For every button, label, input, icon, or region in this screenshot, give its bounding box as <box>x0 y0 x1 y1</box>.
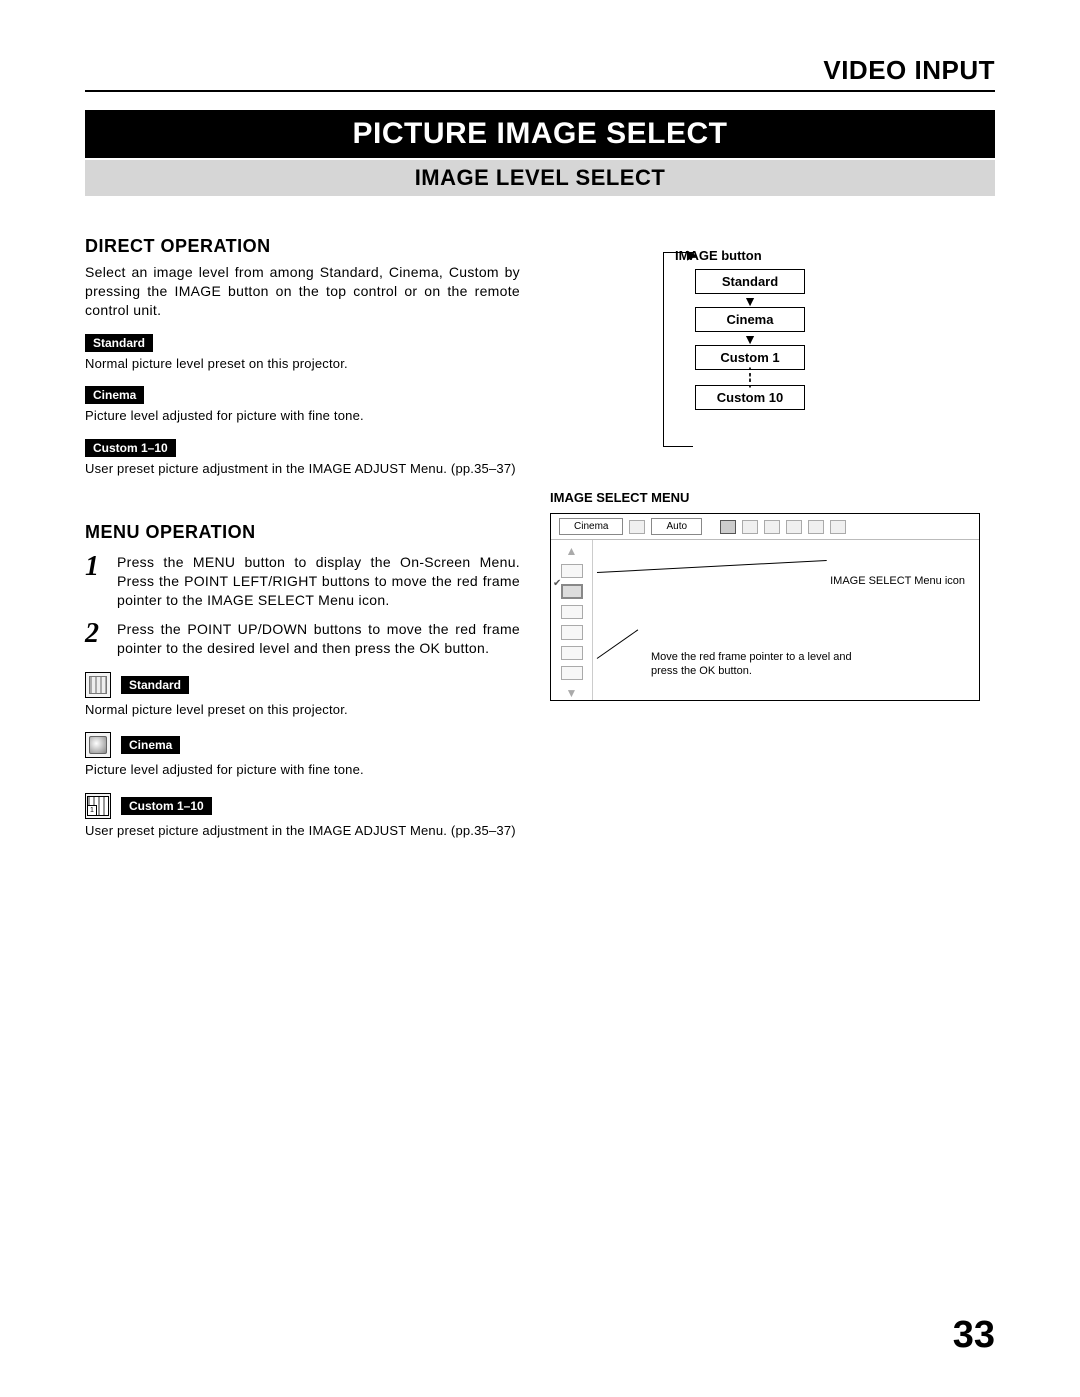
pointer-line <box>597 560 827 573</box>
left-column: DIRECT OPERATION Select an image level f… <box>85 216 520 839</box>
menu-screenshot-block: IMAGE SELECT MENU Cinema Auto ▲ <box>550 490 995 701</box>
flow-box-cinema: Cinema <box>695 307 805 332</box>
topbar-icon <box>629 520 645 534</box>
section-header: VIDEO INPUT <box>85 55 995 86</box>
desc-cinema-2: Picture level adjusted for picture with … <box>85 761 520 779</box>
down-triangle-icon: ▼ <box>566 686 578 700</box>
direct-intro: Select an image level from among Standar… <box>85 263 520 320</box>
menu-sidebar: ▲ ▼ <box>551 540 593 700</box>
content-columns: DIRECT OPERATION Select an image level f… <box>85 216 995 839</box>
sidebar-item <box>561 646 583 660</box>
label-custom-2: Custom 1–10 <box>121 797 212 815</box>
step-1: 1 Press the MENU button to display the O… <box>85 553 520 610</box>
label-custom-1: Custom 1–10 <box>85 439 176 457</box>
sidebar-item <box>561 625 583 639</box>
menu-topbar: Cinema Auto <box>551 514 979 540</box>
label-cinema-2: Cinema <box>121 736 180 754</box>
step-text-1: Press the MENU button to display the On-… <box>117 553 520 610</box>
right-column: ▶ IMAGE button Standard ▼ Cinema ▼ Custo… <box>550 216 995 839</box>
menu-caption: IMAGE SELECT MENU <box>550 490 995 505</box>
desc-cinema-1: Picture level adjusted for picture with … <box>85 407 520 425</box>
icon-row-cinema: Cinema <box>85 732 520 758</box>
cinema-icon <box>85 732 111 758</box>
note-pointer: Move the red frame pointer to a level an… <box>651 650 871 679</box>
icon-row-custom: Custom 1–10 <box>85 793 520 819</box>
direct-heading: DIRECT OPERATION <box>85 236 520 257</box>
label-standard-1: Standard <box>85 334 153 352</box>
topbar-icon <box>808 520 824 534</box>
loop-line <box>663 252 693 447</box>
sidebar-item-selected <box>561 584 583 599</box>
sub-title: IMAGE LEVEL SELECT <box>85 160 995 196</box>
menu-frame: Cinema Auto ▲ <box>550 513 980 701</box>
desc-standard-2: Normal picture level preset on this proj… <box>85 701 520 719</box>
topbar-icon <box>786 520 802 534</box>
step-text-2: Press the POINT UP/DOWN buttons to move … <box>117 620 520 658</box>
step-2: 2 Press the POINT UP/DOWN buttons to mov… <box>85 620 520 658</box>
sidebar-item <box>561 564 583 578</box>
topbar-icon <box>742 520 758 534</box>
loop-arrow-icon: ▶ <box>687 247 697 263</box>
icon-row-standard: Standard <box>85 672 520 698</box>
menu-heading: MENU OPERATION <box>85 522 520 543</box>
pointer-line <box>597 630 639 659</box>
arrow-down-icon: ▼ <box>695 334 805 345</box>
flow-box-standard: Standard <box>695 269 805 294</box>
topbar-icon <box>830 520 846 534</box>
up-triangle-icon: ▲ <box>566 544 578 558</box>
sidebar-item <box>561 666 583 680</box>
page-number: 33 <box>953 1314 995 1357</box>
standard-icon <box>85 672 111 698</box>
step-num-1: 1 <box>85 553 105 610</box>
desc-custom-2: User preset picture adjustment in the IM… <box>85 822 520 840</box>
arrow-down-icon: ▼ <box>695 296 805 307</box>
check-icon: ✔ <box>553 578 561 589</box>
topbar-mode: Cinema <box>559 518 623 535</box>
flow-diagram: ▶ IMAGE button Standard ▼ Cinema ▼ Custo… <box>635 248 845 410</box>
step-num-2: 2 <box>85 620 105 658</box>
dotted-vertical-icon: ⋮⋮ <box>695 372 805 385</box>
label-cinema-1: Cinema <box>85 386 144 404</box>
note-menu-icon: IMAGE SELECT Menu icon <box>830 574 965 588</box>
main-title: PICTURE IMAGE SELECT <box>85 110 995 158</box>
custom-icon <box>85 793 111 819</box>
label-standard-2: Standard <box>121 676 189 694</box>
header-rule <box>85 90 995 92</box>
topbar-icon-select <box>720 520 736 534</box>
topbar-icon <box>764 520 780 534</box>
sidebar-item <box>561 605 583 619</box>
topbar-auto: Auto <box>651 518 702 535</box>
flow-heading: IMAGE button <box>675 248 845 263</box>
menu-body: ▲ ▼ ✔ IMAGE SELECT Menu icon Move the re… <box>551 540 979 700</box>
desc-custom-1: User preset picture adjustment in the IM… <box>85 460 520 478</box>
desc-standard-1: Normal picture level preset on this proj… <box>85 355 520 373</box>
